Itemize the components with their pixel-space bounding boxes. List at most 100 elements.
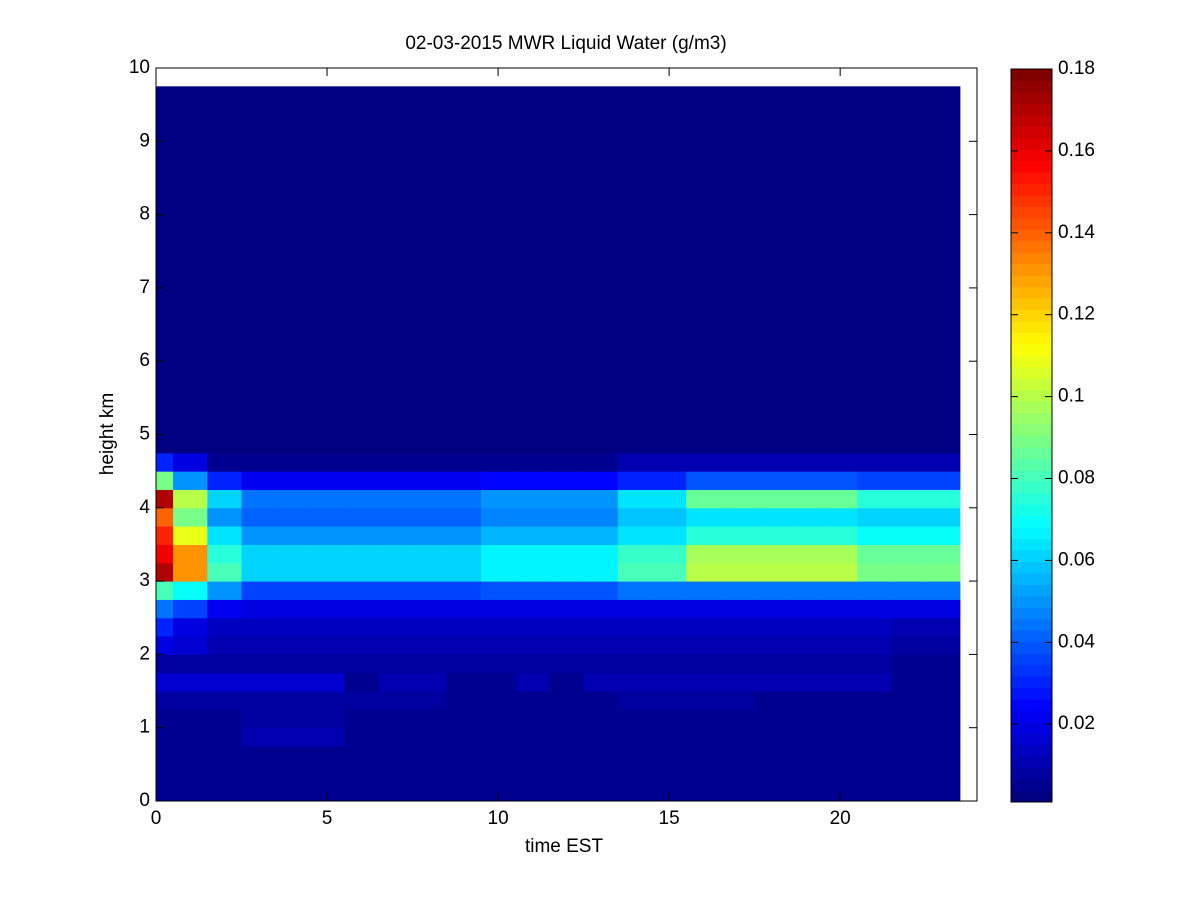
colorbar-swatch: [1011, 378, 1052, 391]
heatmap-cell: [446, 86, 482, 454]
heatmap-cell: [583, 86, 619, 454]
heatmap-cell: [309, 727, 345, 747]
heatmap-cell: [241, 691, 277, 710]
heatmap-cell: [857, 617, 892, 637]
heatmap-cell: [412, 672, 448, 692]
colorbar-swatch: [1011, 790, 1052, 803]
heatmap-cell: [720, 599, 756, 619]
heatmap-cell: [925, 599, 961, 619]
heatmap-cell: [583, 489, 619, 509]
heatmap-cell: [720, 507, 756, 527]
heatmap-cell: [857, 764, 892, 784]
heatmap-cell: [173, 489, 208, 509]
heatmap-cell: [583, 526, 619, 545]
heatmap-cell: [720, 764, 756, 784]
colorbar-swatch: [1011, 366, 1052, 379]
colorbar-swatch: [1011, 69, 1052, 81]
colorbar-tick-label: 0.14: [1058, 222, 1095, 243]
heatmap-cell: [241, 617, 277, 637]
colorbar-tick-label: 0.08: [1058, 468, 1095, 489]
colorbar-swatch: [1011, 355, 1052, 368]
heatmap-cell: [857, 709, 892, 729]
heatmap-cell: [378, 562, 414, 582]
colorbar-swatch: [1011, 779, 1052, 792]
heatmap-cell: [549, 672, 585, 692]
heatmap-cell: [720, 636, 756, 655]
heatmap-cell: [788, 581, 824, 600]
heatmap-cell: [583, 636, 619, 655]
heatmap-cell: [788, 672, 824, 692]
heatmap-cell: [652, 727, 687, 747]
heatmap-cell: [156, 544, 174, 564]
heatmap-cell: [891, 507, 927, 527]
heatmap-cell: [378, 599, 414, 619]
heatmap-cell: [412, 562, 448, 582]
heatmap-cell: [309, 709, 345, 729]
colorbar-swatch: [1011, 653, 1052, 666]
heatmap-cell: [275, 764, 311, 784]
heatmap-cell: [788, 471, 824, 490]
heatmap-cell: [446, 672, 482, 692]
heatmap-cell: [617, 764, 653, 784]
heatmap-cell: [549, 782, 585, 802]
heatmap-cell: [156, 764, 174, 784]
heatmap-cell: [344, 672, 379, 692]
heatmap-cell: [173, 507, 208, 527]
heatmap-cell: [617, 86, 653, 454]
heatmap-cell: [686, 782, 721, 802]
heatmap-cell: [309, 452, 345, 472]
heatmap-cell: [788, 764, 824, 784]
heatmap-cell: [617, 782, 653, 802]
heatmap-cell: [412, 86, 448, 454]
heatmap-cell: [309, 581, 345, 600]
heatmap-cell: [857, 581, 892, 600]
colorbar-swatch: [1011, 618, 1052, 631]
heatmap-cell: [207, 782, 243, 802]
heatmap-cell: [823, 617, 858, 637]
heatmap-cell: [925, 86, 961, 454]
heatmap-cell: [309, 471, 345, 490]
heatmap-cell: [344, 636, 379, 655]
colorbar-swatch: [1011, 206, 1052, 219]
heatmap-cell: [891, 691, 927, 710]
heatmap-cell: [754, 782, 790, 802]
colorbar-swatch: [1011, 172, 1052, 185]
colorbar-swatch: [1011, 756, 1052, 769]
heatmap-cell: [378, 526, 414, 545]
x-tick-label: 5: [322, 808, 333, 829]
heatmap-cell: [412, 489, 448, 509]
colorbar-tick-label: 0.06: [1058, 549, 1095, 570]
heatmap-cell: [617, 471, 653, 490]
colorbar-swatch: [1011, 401, 1052, 414]
heatmap-cell: [823, 636, 858, 655]
heatmap-cell: [173, 691, 208, 710]
heatmap-cell: [583, 782, 619, 802]
heatmap-cell: [925, 746, 961, 765]
heatmap-cell: [891, 764, 927, 784]
heatmap-cell: [686, 489, 721, 509]
heatmap-cell: [754, 764, 790, 784]
heatmap-cell: [156, 471, 174, 490]
colorbar-swatch: [1011, 515, 1052, 528]
heatmap-cell: [823, 452, 858, 472]
heatmap-cell: [344, 452, 379, 472]
heatmap-cell: [549, 507, 585, 527]
colorbar-swatch: [1011, 664, 1052, 677]
heatmap-cell: [925, 709, 961, 729]
heatmap-cell: [891, 526, 927, 545]
heatmap-cell: [857, 86, 892, 454]
heatmap-cell: [652, 672, 687, 692]
heatmap-cell: [925, 636, 961, 655]
colorbar-swatch: [1011, 607, 1052, 620]
heatmap-cell: [275, 452, 311, 472]
heatmap-cell: [173, 599, 208, 619]
colorbar-swatch: [1011, 332, 1052, 345]
heatmap-cell: [309, 617, 345, 637]
heatmap-cell: [344, 544, 379, 564]
heatmap-cell: [207, 727, 243, 747]
heatmap-cell: [275, 544, 311, 564]
heatmap-cell: [378, 544, 414, 564]
heatmap-cell: [720, 581, 756, 600]
heatmap-cell: [754, 654, 790, 674]
